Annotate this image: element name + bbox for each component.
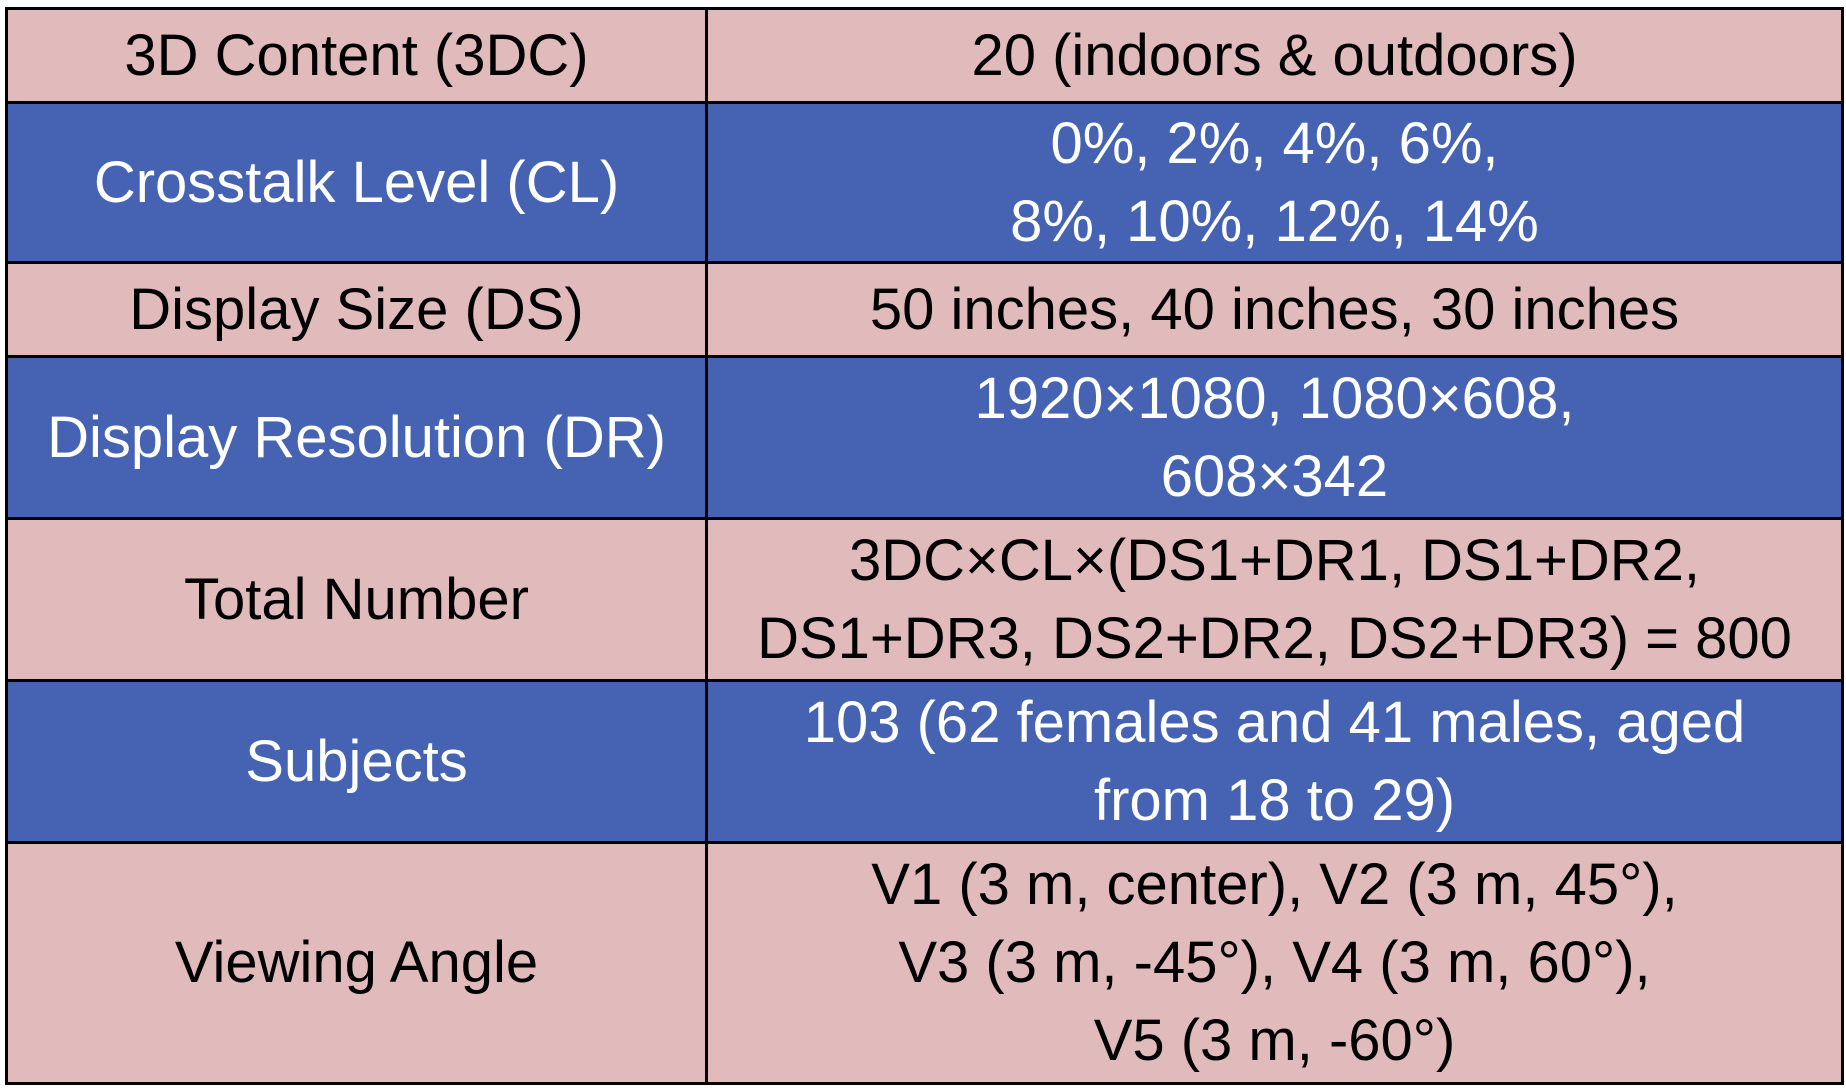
value-line: 1920×1080, 1080×608, [974,365,1575,431]
table-row-display-resolution: Display Resolution (DR) 1920×1080, 1080×… [5,355,1844,520]
row-value: 20 (indoors & outdoors) [705,7,1844,104]
value-line: V5 (3 m, -60°) [1093,1008,1456,1073]
row-value: 0%, 2%, 4%, 6%, 8%, 10%, 12%, 14% [705,101,1844,264]
table-row-subjects: Subjects 103 (62 females and 41 males, a… [5,679,1844,844]
table-row-display-size: Display Size (DS) 50 inches, 40 inches, … [5,261,1844,358]
table-row-viewing-angle: Viewing Angle V1 (3 m, center), V2 (3 m,… [5,841,1844,1085]
row-label: Viewing Angle [5,841,708,1085]
table-row-3d-content: 3D Content (3DC) 20 (indoors & outdoors) [5,7,1844,104]
table-row-total-number: Total Number 3DC×CL×(DS1+DR1, DS1+DR2, D… [5,517,1844,682]
row-label: 3D Content (3DC) [5,7,708,104]
row-value: V1 (3 m, center), V2 (3 m, 45°), V3 (3 m… [705,841,1844,1085]
table-row-crosstalk-level: Crosstalk Level (CL) 0%, 2%, 4%, 6%, 8%,… [5,101,1844,264]
value-line: from 18 to 29) [1093,767,1456,833]
value-line: 0%, 2%, 4%, 6%, [1050,110,1499,176]
row-value: 1920×1080, 1080×608, 608×342 [705,355,1844,520]
row-label: Total Number [5,517,708,682]
value-line: 8%, 10%, 12%, 14% [1010,188,1539,254]
row-value: 50 inches, 40 inches, 30 inches [705,261,1844,358]
value-line: DS1+DR3, DS2+DR2, DS2+DR3) = 800 [757,605,1792,671]
row-label: Crosstalk Level (CL) [5,101,708,264]
value-line: 20 (indoors & outdoors) [971,22,1578,88]
row-label: Display Resolution (DR) [5,355,708,520]
row-value: 3DC×CL×(DS1+DR1, DS1+DR2, DS1+DR3, DS2+D… [705,517,1844,682]
value-line: 50 inches, 40 inches, 30 inches [869,276,1680,342]
parameters-table-container: 3D Content (3DC) 20 (indoors & outdoors)… [5,7,1844,1085]
value-line: V3 (3 m, -45°), V4 (3 m, 60°), [898,930,1651,995]
value-line: 3DC×CL×(DS1+DR1, DS1+DR2, [848,527,1701,593]
row-label: Display Size (DS) [5,261,708,358]
row-label: Subjects [5,679,708,844]
row-value: 103 (62 females and 41 males, aged from … [705,679,1844,844]
parameters-table: 3D Content (3DC) 20 (indoors & outdoors)… [5,7,1844,1085]
value-line: 608×342 [1160,443,1389,509]
value-line: 103 (62 females and 41 males, aged [803,689,1746,755]
value-line: V1 (3 m, center), V2 (3 m, 45°), [871,852,1678,917]
